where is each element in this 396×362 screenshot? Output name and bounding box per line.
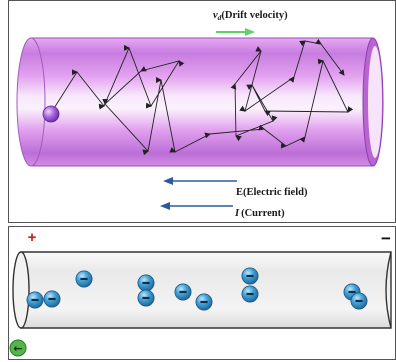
electron-flow-diagram: + − ← bbox=[9, 229, 392, 357]
electron-particle bbox=[241, 285, 259, 303]
electron-direction-badge: ← bbox=[9, 339, 27, 357]
electron-particle bbox=[43, 290, 61, 308]
current-label: I (Current) bbox=[234, 208, 285, 219]
positive-terminal-sign: + bbox=[28, 229, 37, 246]
drift-velocity-arrow bbox=[216, 28, 255, 36]
electron-flow-panel: + − ← bbox=[8, 226, 396, 360]
electric-field-label: E(Electric field) bbox=[236, 187, 308, 198]
conductor-diagram-panel: vd(Drift velocity) E(Electric field) I (C… bbox=[8, 0, 396, 223]
electron-particle bbox=[195, 293, 213, 311]
electron-particle bbox=[75, 270, 93, 288]
current-arrow bbox=[160, 202, 233, 210]
electron-particle bbox=[174, 283, 192, 301]
electron-particle bbox=[241, 267, 259, 285]
electron-random-path bbox=[50, 38, 354, 156]
conductor-diagram: vd(Drift velocity) E(Electric field) I (C… bbox=[16, 10, 384, 219]
electron-particle bbox=[26, 291, 44, 309]
electron-particle bbox=[350, 292, 368, 310]
electron-particle bbox=[137, 289, 155, 307]
electric-field-arrow bbox=[163, 177, 237, 185]
electron-particle bbox=[137, 274, 155, 292]
drift-velocity-label: vd(Drift velocity) bbox=[213, 10, 288, 22]
glass-tube bbox=[12, 251, 392, 329]
ion-particle bbox=[42, 105, 60, 123]
conductor-wire bbox=[16, 37, 384, 167]
negative-terminal-sign: − bbox=[381, 229, 391, 248]
left-arrow-icon: ← bbox=[13, 342, 22, 355]
